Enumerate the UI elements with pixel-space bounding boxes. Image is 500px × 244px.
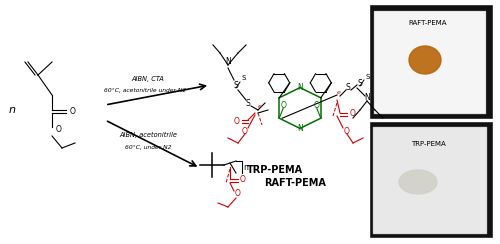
Text: 60°C, under N2: 60°C, under N2 [125, 145, 171, 150]
Bar [370, 122, 492, 237]
Text: AIBN, acetonitrile: AIBN, acetonitrile [119, 132, 177, 138]
Text: O: O [234, 116, 240, 125]
Text: O: O [314, 101, 320, 110]
Text: N: N [225, 58, 231, 67]
Bar [370, 5, 492, 118]
Text: O: O [350, 110, 356, 119]
Ellipse shape [409, 46, 441, 74]
Text: N: N [297, 83, 303, 92]
Text: O: O [235, 190, 241, 199]
Text: TRP-PEMA: TRP-PEMA [247, 165, 303, 175]
Text: S: S [242, 75, 246, 81]
Text: O: O [280, 101, 286, 110]
Text: AIBN, CTA: AIBN, CTA [132, 76, 164, 82]
Text: O: O [56, 125, 62, 134]
Text: 60°C, acetonitrile under N2: 60°C, acetonitrile under N2 [104, 88, 186, 93]
Text: O: O [344, 126, 350, 135]
Text: S: S [366, 74, 370, 80]
Text: S: S [246, 99, 250, 108]
Text: S: S [358, 79, 362, 88]
Text: O: O [70, 106, 76, 115]
Text: N: N [364, 93, 370, 102]
Text: n: n [243, 163, 248, 172]
Text: O: O [240, 175, 246, 184]
Text: S: S [346, 83, 350, 92]
Text: e: e [258, 104, 262, 110]
Text: N: N [297, 124, 303, 133]
Text: RAFT-PEMA: RAFT-PEMA [264, 178, 326, 188]
Text: e: e [337, 91, 341, 95]
Ellipse shape [399, 170, 437, 194]
Text: S: S [234, 81, 238, 90]
Bar [373, 127, 487, 234]
Text: O: O [241, 126, 247, 135]
Text: RAFT-PEMA: RAFT-PEMA [409, 20, 448, 26]
Text: TRP-PEMA: TRP-PEMA [410, 141, 446, 147]
Text: n: n [8, 105, 16, 115]
Bar [374, 11, 486, 114]
